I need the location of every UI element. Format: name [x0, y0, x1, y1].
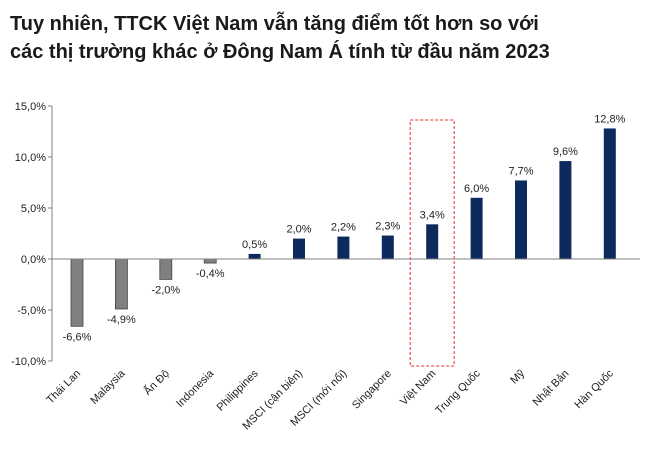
- bar: [381, 235, 394, 259]
- bar: [337, 236, 350, 259]
- data-label: 2,0%: [286, 224, 311, 236]
- data-label: 2,2%: [331, 222, 356, 234]
- x-tick-label: Singapore: [350, 368, 394, 412]
- bar: [426, 224, 439, 259]
- bar: [515, 180, 527, 259]
- bar: [603, 128, 616, 259]
- data-label: -6,6%: [63, 331, 92, 343]
- x-tick-label: Mỹ: [508, 367, 527, 386]
- bar: [203, 258, 217, 264]
- bar: [293, 238, 305, 259]
- bar: [115, 258, 128, 310]
- x-tick-label: Hàn Quốc: [572, 367, 616, 411]
- data-label: 7,7%: [508, 165, 533, 177]
- bar: [248, 253, 261, 259]
- x-tick-label: Philippines: [215, 367, 261, 413]
- title-line-1: Tuy nhiên, TTCK Việt Nam vẫn tăng điểm t…: [10, 13, 539, 35]
- x-tick-label: Nhật Bản: [531, 368, 572, 409]
- x-tick-label: Trung Quốc: [433, 367, 483, 417]
- data-label: 6,0%: [464, 183, 489, 195]
- highlight-box: [409, 119, 455, 367]
- data-label: 2,3%: [375, 221, 400, 233]
- bar: [559, 161, 572, 259]
- data-label: 0,5%: [242, 239, 267, 251]
- y-tick-label: -5,0%: [17, 305, 46, 317]
- x-tick-label: Ấn Độ: [141, 367, 172, 398]
- y-tick-label: 5,0%: [21, 203, 46, 215]
- data-label: 12,8%: [594, 113, 625, 125]
- bar: [70, 258, 84, 327]
- x-tick-label: Thái Lan: [44, 368, 83, 407]
- x-tick-label: Indonesia: [174, 367, 217, 410]
- bar: [159, 258, 173, 280]
- data-label: -4,9%: [107, 314, 136, 326]
- data-label: -0,4%: [196, 268, 225, 280]
- data-label: 9,6%: [553, 146, 578, 158]
- data-label: -2,0%: [151, 284, 180, 296]
- title-line-2: các thị trường khác ở Đông Nam Á tính từ…: [10, 41, 550, 63]
- x-tick-label: Việt Nam: [398, 368, 438, 408]
- y-tick-label: 15,0%: [15, 101, 46, 113]
- y-tick-label: -10,0%: [11, 356, 46, 368]
- data-label: 3,4%: [420, 209, 445, 221]
- y-tick-label: 10,0%: [15, 152, 46, 164]
- bar: [470, 197, 483, 259]
- chart-title: Tuy nhiên, TTCK Việt Nam vẫn tăng điểm t…: [10, 10, 650, 66]
- y-tick-label: 0,0%: [21, 254, 46, 266]
- x-tick-label: Malaysia: [88, 367, 128, 407]
